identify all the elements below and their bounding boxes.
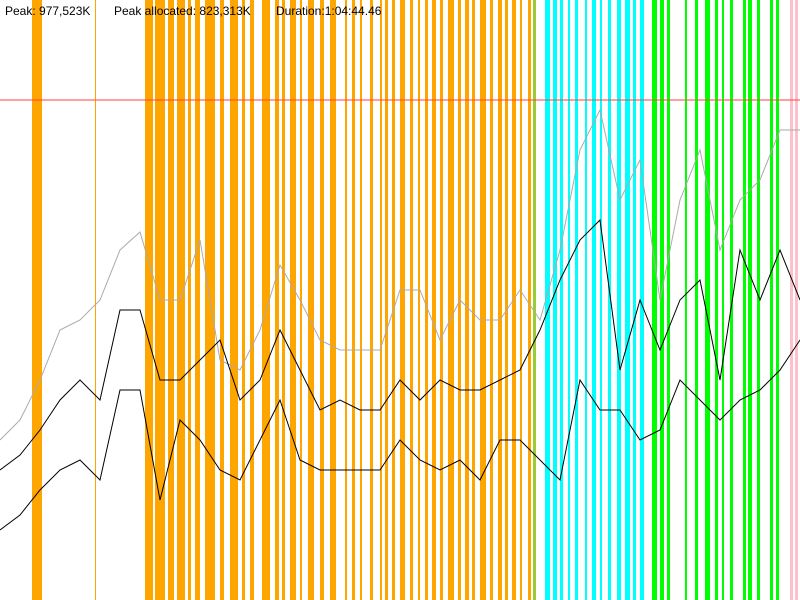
memory-lines <box>0 99 800 531</box>
event-band <box>490 0 493 600</box>
event-band <box>652 0 657 600</box>
event-band <box>533 0 536 600</box>
event-band <box>512 0 516 600</box>
event-band <box>188 0 191 600</box>
event-band <box>472 0 475 600</box>
event-band <box>425 0 428 600</box>
event-band <box>633 0 636 600</box>
event-band <box>600 0 602 600</box>
event-band <box>465 0 469 600</box>
event-band <box>592 0 596 600</box>
event-band <box>695 0 698 600</box>
event-band <box>575 0 578 600</box>
event-band <box>617 0 621 600</box>
event-band <box>410 0 413 600</box>
event-band <box>418 0 420 600</box>
event-band <box>95 0 96 600</box>
event-band <box>230 0 238 600</box>
event-band <box>505 0 508 600</box>
event-band <box>360 0 362 600</box>
event-band <box>520 0 522 600</box>
event-band <box>308 0 314 600</box>
event-band <box>608 0 611 600</box>
event-band <box>757 0 760 600</box>
event-band <box>795 0 798 600</box>
event-band <box>776 0 779 600</box>
event-band <box>275 0 279 600</box>
event-band <box>290 0 296 600</box>
event-band <box>282 0 285 600</box>
event-band <box>748 0 752 600</box>
event-band <box>545 0 550 600</box>
event-band <box>320 0 324 600</box>
event-band <box>250 0 254 600</box>
event-band <box>392 0 395 600</box>
event-band <box>352 0 355 600</box>
event-band <box>440 0 443 600</box>
event-band <box>300 0 302 600</box>
event-band <box>195 0 200 600</box>
event-band <box>743 0 746 600</box>
event-band <box>242 0 245 600</box>
peak-allocated-label: Peak allocated: 823,313K <box>114 4 251 18</box>
event-band <box>480 0 486 600</box>
memory-line <box>0 108 800 441</box>
peak-label: Peak: 977,523K <box>5 4 90 18</box>
event-band <box>568 0 570 600</box>
event-band <box>722 0 724 600</box>
event-band <box>177 0 185 600</box>
event-band <box>385 0 388 600</box>
event-band <box>220 0 224 600</box>
event-band <box>400 0 405 600</box>
event-band <box>262 0 270 600</box>
memory-line <box>0 218 800 471</box>
event-band <box>498 0 502 600</box>
memory-line <box>0 339 800 531</box>
event-band <box>32 0 42 600</box>
event-band <box>330 0 336 600</box>
duration-label: Duration:1:04:44.46 <box>276 4 382 18</box>
event-band <box>770 0 773 600</box>
event-band <box>448 0 454 600</box>
event-band <box>432 0 436 600</box>
event-band <box>660 0 664 600</box>
event-band <box>730 0 733 600</box>
header: Peak: 977,523K Peak allocated: 823,313K … <box>5 4 382 18</box>
event-band <box>553 0 557 600</box>
event-band <box>715 0 718 600</box>
event-band <box>667 0 670 600</box>
event-band <box>560 0 563 600</box>
event-band <box>685 0 687 600</box>
event-band <box>790 0 793 600</box>
event-band <box>145 0 153 600</box>
event-band <box>640 0 644 600</box>
event-band <box>370 0 373 600</box>
event-bands <box>32 0 798 600</box>
event-band <box>705 0 710 600</box>
event-band <box>345 0 347 600</box>
event-band <box>625 0 630 600</box>
event-band <box>528 0 531 600</box>
event-band <box>585 0 587 600</box>
event-band <box>380 0 382 600</box>
